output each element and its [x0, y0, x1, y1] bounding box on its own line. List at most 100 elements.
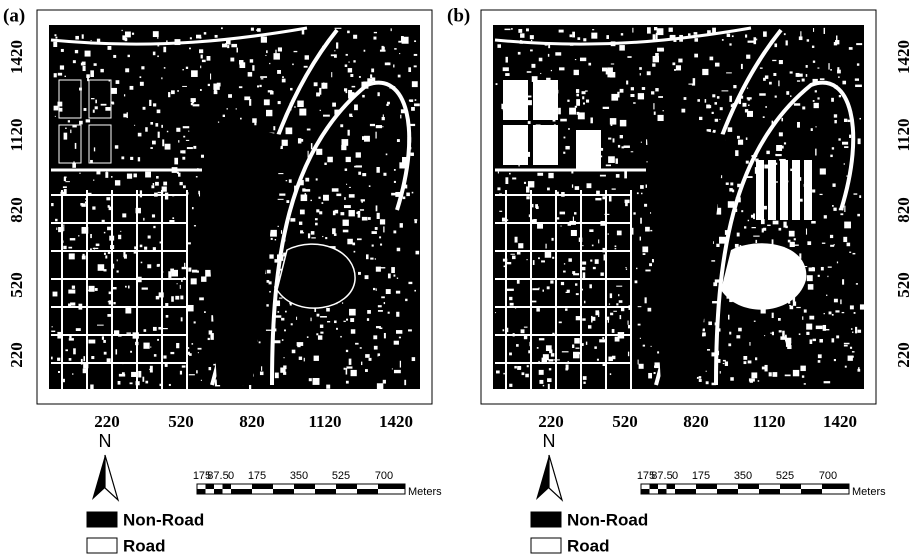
road-pixel — [82, 62, 86, 66]
road-pixel — [89, 286, 95, 292]
road-pixel — [353, 60, 355, 62]
road-pixel — [548, 173, 553, 178]
road-pixel — [147, 264, 151, 268]
road-pixel — [824, 381, 831, 383]
road-pixel — [515, 237, 518, 243]
road-pixel — [503, 329, 505, 331]
road-pixel — [274, 340, 280, 343]
road-pixel — [172, 217, 174, 219]
road-pixel — [822, 243, 825, 244]
road-pixel — [143, 218, 144, 221]
road-pixel — [638, 324, 641, 326]
road-pixel — [640, 338, 641, 339]
road-pixel — [753, 37, 756, 44]
road-pixel — [727, 34, 730, 37]
road-pixel — [496, 83, 498, 85]
road-pixel — [859, 195, 861, 198]
road-pixel — [347, 239, 353, 245]
road-pixel — [384, 302, 385, 304]
road-pixel — [394, 341, 399, 345]
road-pixel — [849, 252, 851, 253]
road-pixel — [620, 135, 623, 138]
road-pixel — [598, 239, 599, 243]
road-pixel — [496, 371, 500, 374]
legend-swatch — [87, 512, 117, 527]
road-pixel — [63, 186, 67, 188]
outline — [277, 244, 355, 308]
road-pixel — [290, 88, 292, 90]
road-pixel — [397, 248, 400, 251]
road-pixel — [762, 228, 764, 232]
road-pixel — [788, 240, 791, 243]
road-pixel — [844, 206, 845, 212]
road-pixel — [298, 138, 301, 143]
road-pixel — [588, 325, 591, 328]
road-pixel — [152, 141, 156, 145]
road-pixel — [144, 329, 147, 332]
road-pixel — [595, 198, 601, 200]
road-pixel — [316, 92, 320, 96]
road-pixel — [648, 308, 652, 312]
road-pixel — [150, 122, 153, 125]
north-arrow-right — [549, 455, 562, 500]
panel-label: (a) — [3, 5, 25, 26]
road-pixel — [567, 100, 569, 102]
road-pixel — [82, 254, 84, 258]
y-tick-label: 520 — [894, 272, 913, 298]
road-pixel — [564, 263, 565, 264]
road-pixel — [57, 102, 62, 107]
road-pixel — [364, 50, 366, 52]
road-pixel — [90, 70, 94, 77]
road-pixel — [317, 314, 320, 317]
road-pixel — [108, 46, 112, 50]
road-pixel — [144, 247, 147, 250]
road-pixel — [275, 373, 279, 379]
road-pixel — [738, 140, 743, 145]
road-pixel — [608, 233, 609, 234]
road-pixel — [728, 127, 733, 132]
road-pixel — [729, 43, 731, 45]
road-pixel — [344, 197, 346, 200]
road-pixel — [377, 213, 380, 219]
road-pixel — [299, 109, 306, 116]
road-pixel — [858, 369, 860, 371]
road-pixel — [221, 27, 223, 29]
road-pixel — [738, 328, 742, 332]
road-pixel — [528, 121, 531, 124]
scale-label: 700 — [375, 470, 393, 482]
road-pixel — [546, 345, 552, 351]
road-pixel — [351, 329, 355, 333]
road-pixel — [408, 67, 411, 72]
road-pixel — [157, 110, 161, 114]
road-pixel — [844, 163, 845, 164]
x-tick-label: 1420 — [379, 412, 413, 431]
road-pixel — [606, 35, 609, 39]
road-pixel — [403, 197, 406, 200]
road-pixel — [269, 115, 271, 116]
road-pixel — [856, 43, 862, 45]
road-pixel — [842, 312, 845, 313]
road-pixel — [543, 354, 549, 360]
road-pixel — [165, 144, 171, 150]
road-pixel — [658, 49, 664, 51]
road-pixel — [325, 237, 327, 239]
road-pixel — [201, 380, 202, 381]
road-pixel — [349, 187, 351, 188]
road-pixel — [643, 253, 646, 255]
road-pixel — [648, 373, 652, 378]
road-pixel — [797, 80, 800, 81]
road-pixel — [699, 379, 702, 382]
road-pixel — [518, 52, 521, 55]
road-pixel — [161, 77, 162, 79]
road-pixel — [228, 94, 232, 98]
scale-cell — [696, 484, 717, 489]
road-pixel — [122, 213, 126, 217]
road-pixel — [127, 174, 132, 179]
road-pixel — [286, 131, 292, 133]
road-pixel — [379, 236, 381, 238]
road-pixel — [583, 376, 587, 380]
road-pixel — [200, 66, 201, 69]
road-pixel — [839, 95, 841, 97]
road-pixel — [640, 73, 641, 75]
road-pixel — [776, 145, 782, 151]
